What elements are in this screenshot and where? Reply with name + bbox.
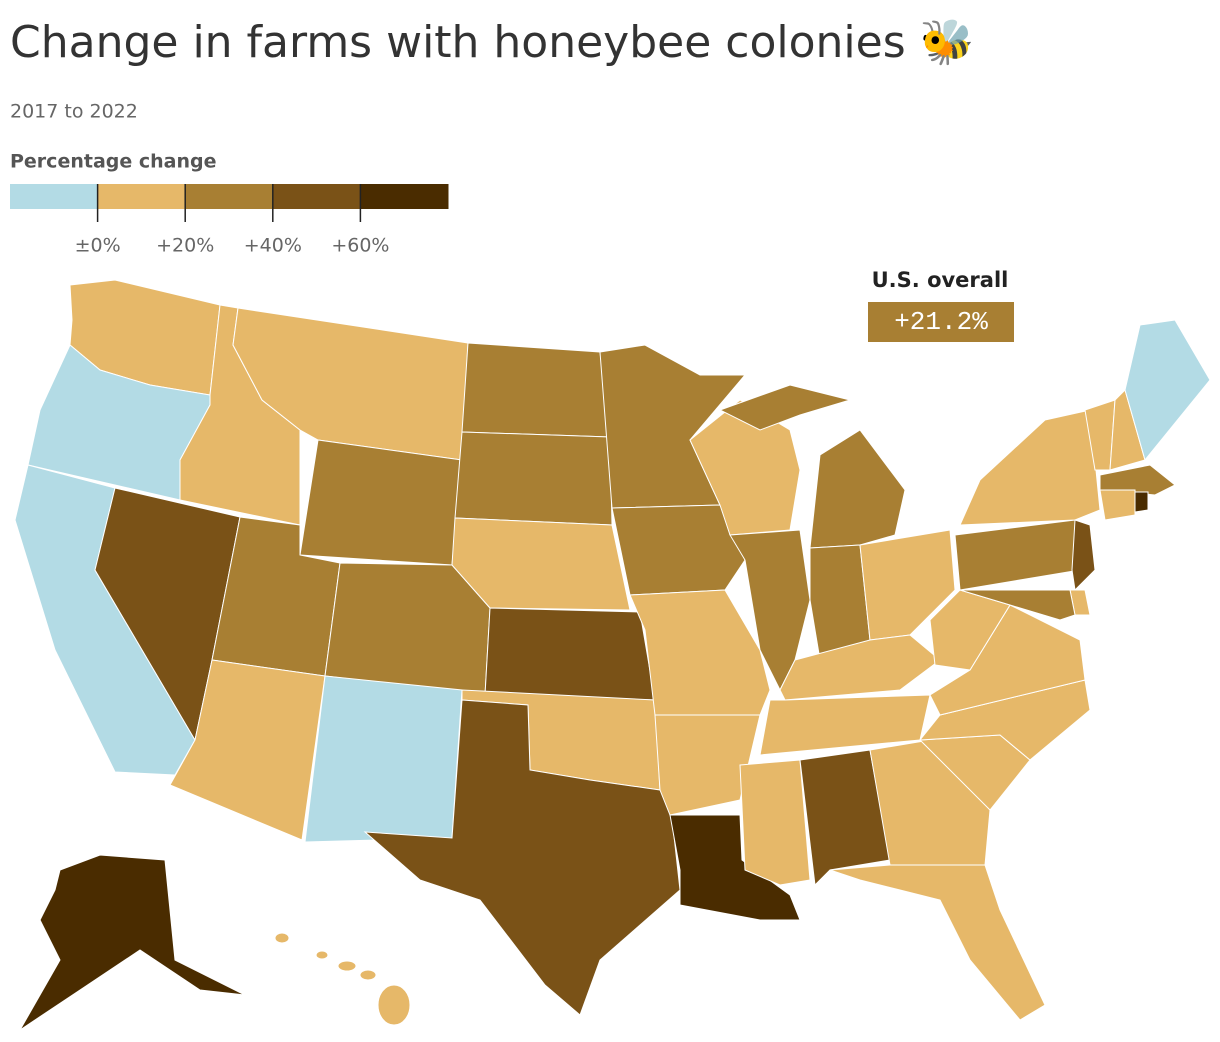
legend-tick-label: +40% (244, 235, 302, 257)
state (484, 607, 656, 701)
state (954, 519, 1081, 591)
state (19, 854, 246, 1031)
state (829, 864, 1046, 1021)
legend-title: Percentage change (10, 151, 217, 173)
legend-tick-label: +20% (156, 235, 214, 257)
state (779, 634, 941, 701)
overall-label: U.S. overall (872, 268, 1009, 292)
legend-tick-label: +60% (331, 235, 389, 257)
legend-tick-label: ±0% (75, 235, 121, 257)
state (959, 589, 1076, 621)
map (14, 279, 1211, 1031)
state (169, 659, 326, 841)
state (1099, 464, 1176, 496)
state (869, 739, 991, 866)
state (299, 439, 463, 566)
state (274, 932, 411, 1026)
state (1124, 319, 1211, 462)
state (759, 694, 931, 756)
legend-swatch (97, 184, 186, 209)
legend-swatch (10, 184, 99, 209)
legend: ±0% +20% +40% +60% (10, 184, 449, 257)
state (304, 675, 463, 843)
state (363, 699, 681, 1016)
subtitle: 2017 to 2022 (10, 101, 138, 123)
state (629, 589, 771, 716)
title: Change in farms with honeybee colonies 🐝 (10, 17, 974, 68)
overall-value: +21.2% (894, 307, 988, 337)
state (454, 431, 613, 526)
state (799, 749, 891, 887)
state (451, 517, 631, 611)
state (1071, 519, 1096, 592)
state (959, 409, 1101, 526)
legend-swatch (185, 184, 274, 209)
overall-box (868, 302, 1014, 342)
state (739, 759, 811, 886)
state (669, 814, 801, 921)
state (929, 589, 1011, 671)
state (324, 562, 491, 696)
legend-swatch (272, 184, 361, 209)
state (1134, 491, 1149, 513)
state (461, 342, 611, 438)
state (611, 504, 746, 596)
state (859, 529, 956, 641)
state (1099, 489, 1136, 521)
legend-swatch (360, 184, 449, 209)
state (654, 714, 761, 816)
